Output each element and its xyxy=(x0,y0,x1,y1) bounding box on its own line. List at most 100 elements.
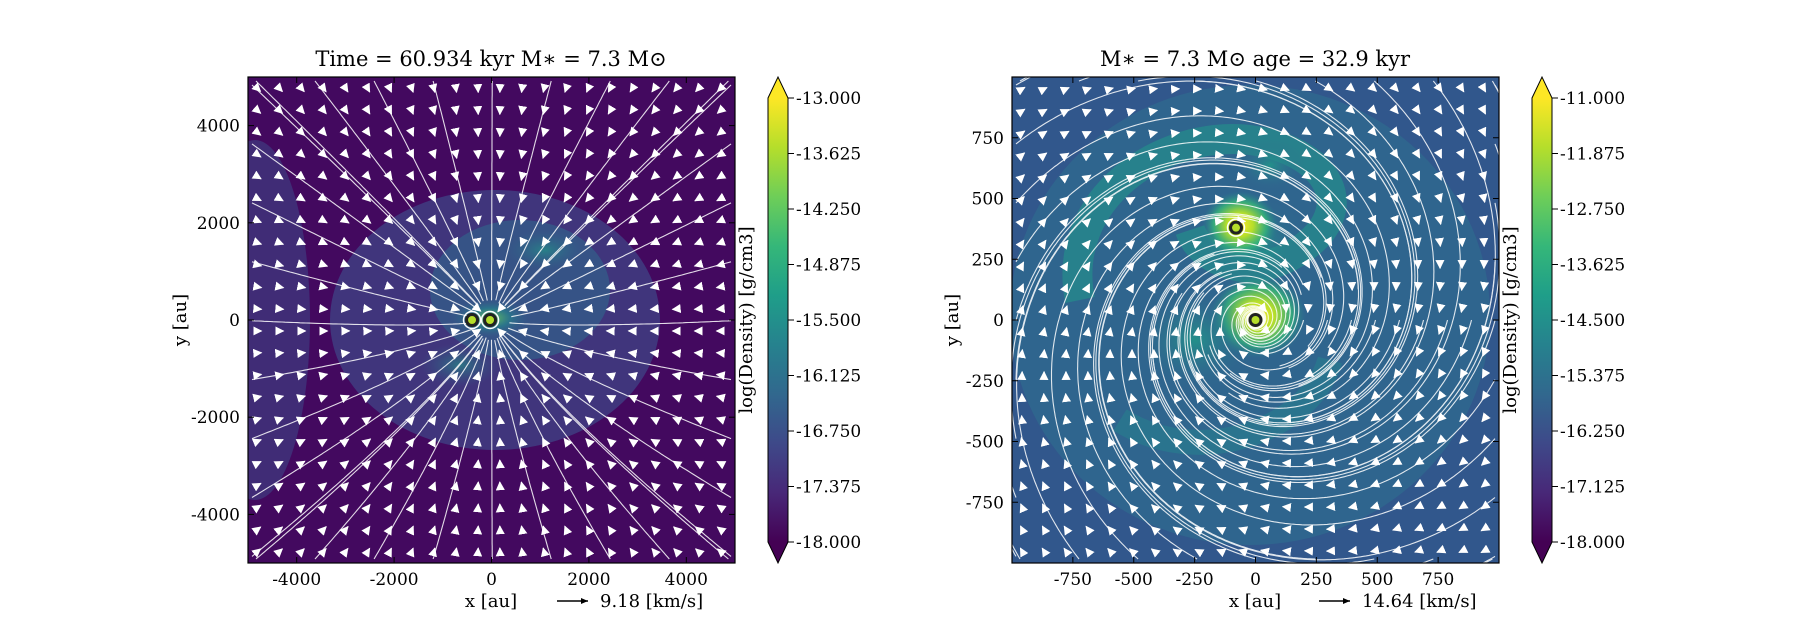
velocity-arrow xyxy=(478,460,479,466)
velocity-arrow xyxy=(522,548,523,554)
velocity-arrow xyxy=(717,309,724,310)
velocity-arrow xyxy=(1173,111,1180,112)
x-tick-label: -500 xyxy=(1115,570,1153,590)
velocity-arrow xyxy=(1462,240,1463,247)
colorbar-tick-label: -16.750 xyxy=(796,422,861,442)
velocity-arrow xyxy=(431,331,438,332)
velocity-arrow xyxy=(1176,350,1177,356)
velocity-arrow xyxy=(1151,89,1157,90)
velocity-key-1: 9.18 [km/s] xyxy=(600,591,703,612)
velocity-arrow xyxy=(1022,416,1023,422)
streamline xyxy=(492,340,493,559)
x-tick-label: -250 xyxy=(1176,570,1214,590)
velocity-arrow xyxy=(321,309,328,310)
y-tick-label: 4000 xyxy=(197,117,240,137)
velocity-arrow xyxy=(1327,507,1334,508)
y-tick-label: 750 xyxy=(972,129,1004,149)
velocity-arrow xyxy=(1044,350,1045,356)
velocity-arrow xyxy=(1217,133,1224,134)
colorbar-1: -13.000 -13.625 -14.250 -14.875 -15.500 -16.1… xyxy=(736,77,861,563)
velocity-arrow xyxy=(607,309,614,310)
velocity-arrow xyxy=(1022,350,1023,356)
panel-1-xlabel: x [au] xyxy=(465,591,517,612)
velocity-arrow xyxy=(277,309,284,310)
y-tick-label: 250 xyxy=(972,250,1004,270)
colorbar-tick-label: -11.000 xyxy=(1560,89,1625,109)
y-tick-label: -2000 xyxy=(191,408,240,428)
velocity-arrow xyxy=(500,218,501,225)
colorbar-tick-label: -13.625 xyxy=(796,145,861,165)
velocity-arrow xyxy=(717,353,724,354)
y-tick-label: 0 xyxy=(229,311,240,331)
velocity-arrow xyxy=(1330,306,1331,312)
velocity-arrow xyxy=(1239,243,1246,244)
y-tick-label: -250 xyxy=(966,372,1004,392)
velocity-arrow xyxy=(695,353,702,354)
colorbar-tick-label: -16.125 xyxy=(796,367,861,387)
velocity-arrow xyxy=(478,504,479,510)
velocity-arrow xyxy=(673,309,680,310)
colorbar-tick-label: -15.375 xyxy=(1560,367,1625,387)
velocity-arrow xyxy=(651,353,658,354)
velocity-arrow xyxy=(1217,111,1224,112)
velocity-arrow xyxy=(1198,328,1199,335)
y-tick-label: -500 xyxy=(966,433,1004,453)
colorbar-tick-label: -14.250 xyxy=(796,200,861,220)
streamline xyxy=(492,81,493,300)
velocity-arrow xyxy=(1066,394,1067,400)
velocity-arrow xyxy=(478,482,479,488)
velocity-arrow xyxy=(478,438,479,444)
colorbar-1-label: log(Density) [g/cm3] xyxy=(736,226,757,413)
velocity-arrow xyxy=(255,353,262,354)
x-tick-label: -4000 xyxy=(272,570,321,590)
velocity-arrow xyxy=(321,353,328,354)
velocity-arrow xyxy=(478,174,479,181)
y-tick-label: -4000 xyxy=(191,505,240,525)
velocity-arrow xyxy=(500,416,501,422)
velocity-arrow xyxy=(500,240,501,247)
colorbar-2-label: log(Density) [g/cm3] xyxy=(1500,226,1521,413)
velocity-arrow xyxy=(1462,284,1463,290)
velocity-arrow xyxy=(1110,372,1111,379)
velocity-key-2: 14.64 [km/s] xyxy=(1362,591,1477,612)
velocity-arrow xyxy=(1283,529,1289,530)
colorbar-tick-label: -14.875 xyxy=(796,256,861,276)
velocity-arrow xyxy=(1195,177,1201,178)
velocity-arrow xyxy=(629,309,636,310)
y-tick-label: 0 xyxy=(993,311,1004,331)
velocity-arrow xyxy=(1396,262,1397,269)
velocity-arrow xyxy=(1283,485,1290,486)
velocity-arrow xyxy=(478,152,479,159)
y-tick-label: 500 xyxy=(972,190,1004,210)
velocity-arrow xyxy=(651,309,658,310)
colorbar-2: -11.000-11.875-12.750-13.625-14.500-15.3… xyxy=(1500,77,1625,563)
velocity-arrow xyxy=(673,353,680,354)
x-tick-label: 500 xyxy=(1361,570,1393,590)
velocity-arrow xyxy=(1440,240,1441,246)
velocity-arrow xyxy=(1217,89,1223,90)
colorbar-tick-label: -15.500 xyxy=(796,311,861,331)
panel-1-ylabel: y [au] xyxy=(170,294,191,347)
velocity-arrow xyxy=(1261,375,1267,376)
colorbar-tick-label: -13.000 xyxy=(796,89,861,109)
colorbar-tick-label: -18.000 xyxy=(1560,533,1625,553)
velocity-arrow xyxy=(522,86,523,93)
velocity-arrow xyxy=(1484,284,1485,290)
panel-2-xlabel: x [au] xyxy=(1229,591,1281,612)
velocity-arrow xyxy=(343,309,350,310)
velocity-arrow xyxy=(1305,441,1311,442)
colorbar-tick-label: -11.875 xyxy=(1560,145,1625,165)
velocity-arrow xyxy=(255,309,262,310)
panel-2-ylabel: y [au] xyxy=(942,294,963,347)
velocity-arrow xyxy=(1484,218,1485,224)
velocity-arrow xyxy=(500,394,501,400)
star-marker xyxy=(485,315,496,326)
velocity-arrow xyxy=(1173,133,1179,134)
velocity-arrow xyxy=(695,309,702,310)
velocity-arrow xyxy=(1066,350,1067,357)
x-tick-label: 250 xyxy=(1300,570,1332,590)
velocity-arrow xyxy=(1239,287,1245,288)
velocity-arrow xyxy=(1283,507,1289,508)
x-tick-label: -750 xyxy=(1054,570,1092,590)
